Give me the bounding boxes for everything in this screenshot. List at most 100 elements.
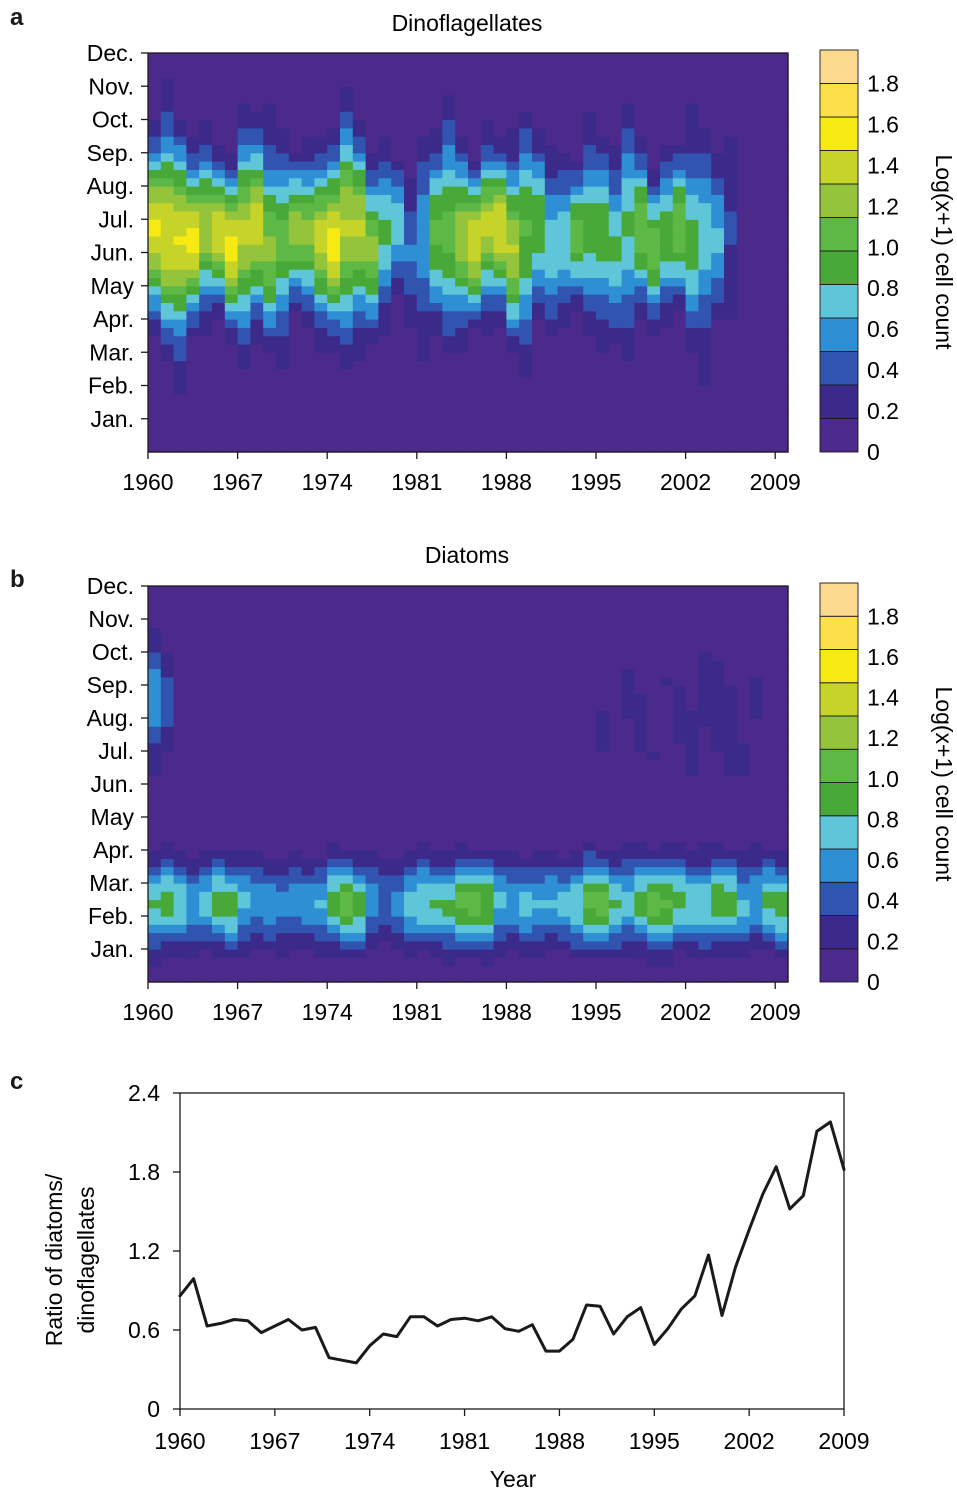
heatmap-cell — [775, 907, 789, 917]
heatmap-cell — [237, 643, 251, 653]
heatmap-cell — [775, 260, 789, 270]
heatmap-cell — [404, 957, 418, 967]
heatmap-cell — [493, 660, 507, 670]
heatmap-cell — [698, 294, 712, 303]
heatmap-cell — [711, 327, 725, 337]
heatmap-cell — [557, 907, 571, 917]
heatmap-cell — [493, 235, 507, 245]
heatmap-cell — [148, 102, 162, 112]
heatmap-cell — [429, 973, 443, 983]
heatmap-cell — [711, 186, 725, 195]
heatmap-cell — [199, 343, 213, 353]
heatmap-cell — [672, 734, 687, 744]
heatmap-cell — [186, 660, 200, 670]
heatmap-cell — [199, 751, 213, 760]
heatmap-cell — [672, 61, 687, 71]
heatmap-cell — [685, 841, 699, 851]
heatmap-cell — [596, 874, 610, 884]
heatmap-cell — [736, 685, 751, 694]
heatmap-cell — [263, 269, 277, 279]
heatmap-cell — [634, 210, 648, 220]
heatmap-cell — [775, 751, 789, 760]
heatmap-cell — [583, 660, 597, 670]
heatmap-cell — [685, 161, 699, 170]
heatmap-cell — [288, 269, 303, 279]
heatmap-cell — [736, 825, 751, 835]
heatmap-cell — [736, 965, 751, 975]
heatmap-cell — [557, 767, 571, 777]
heatmap-cell — [224, 726, 239, 736]
heatmap-cell — [596, 111, 610, 121]
heatmap-cell — [237, 393, 251, 403]
heatmap-cell — [365, 402, 379, 412]
heatmap-cell — [365, 759, 379, 769]
heatmap-cell — [544, 949, 559, 958]
heatmap-cell — [698, 443, 712, 453]
colorbar-swatch — [819, 284, 859, 319]
heatmap-cell — [775, 244, 789, 254]
heatmap-cell — [634, 169, 648, 179]
heatmap-cell — [314, 277, 328, 287]
heatmap-cell — [404, 177, 418, 187]
heatmap-cell — [608, 177, 623, 187]
heatmap-cell — [775, 825, 789, 835]
heatmap-cell — [519, 850, 533, 859]
heatmap-cell — [442, 841, 456, 851]
heatmap-cell — [480, 61, 495, 71]
heatmap-cell — [608, 685, 623, 694]
heatmap-cell — [314, 418, 328, 428]
heatmap-cell — [378, 693, 392, 703]
year-tick-label: 1981 — [391, 469, 442, 495]
heatmap-cell — [442, 800, 456, 810]
heatmap-cell — [698, 833, 712, 843]
heatmap-cell — [455, 784, 469, 793]
heatmap-cell — [711, 668, 725, 678]
heatmap-cell — [685, 119, 699, 129]
heatmap-cell — [404, 327, 418, 337]
heatmap-cell — [532, 443, 546, 453]
heatmap-cell — [455, 685, 469, 694]
heatmap-cell — [263, 610, 277, 620]
heatmap-cell — [288, 327, 303, 337]
heatmap-cell — [698, 169, 712, 179]
heatmap-cell — [660, 891, 674, 901]
heatmap-cell — [404, 701, 418, 711]
colorbar-tick-label: 0.6 — [867, 847, 899, 873]
heatmap-cell — [698, 368, 712, 378]
heatmap-cell — [544, 899, 559, 909]
heatmap-cell — [212, 751, 226, 760]
heatmap-cell — [544, 418, 559, 428]
heatmap-cell — [212, 742, 226, 752]
heatmap-cell — [698, 119, 712, 129]
heatmap-cell — [250, 69, 264, 79]
heatmap-cell — [340, 833, 354, 843]
heatmap-cell — [352, 210, 367, 220]
heatmap-cell — [468, 866, 482, 876]
heatmap-cell — [621, 177, 635, 187]
heatmap-cell — [391, 817, 405, 826]
heatmap-cell — [429, 219, 443, 229]
heatmap-cell — [660, 69, 674, 79]
heatmap-cell — [596, 916, 610, 925]
heatmap-cell — [775, 734, 789, 744]
heatmap-cell — [404, 751, 418, 760]
heatmap-cell — [647, 352, 661, 362]
heatmap-cell — [327, 202, 341, 212]
heatmap-cell — [621, 693, 635, 703]
heatmap-cell — [519, 443, 533, 453]
heatmap-cell — [212, 161, 226, 170]
heatmap-cell — [519, 709, 533, 719]
heatmap-cell — [583, 169, 597, 179]
heatmap-cell — [647, 260, 661, 270]
heatmap-cell — [775, 327, 789, 337]
heatmap-cell — [199, 194, 213, 204]
heatmap-cell — [544, 660, 559, 670]
heatmap-cell — [224, 957, 239, 967]
heatmap-cell — [276, 435, 290, 445]
heatmap-cell — [391, 61, 405, 71]
heatmap-cell — [749, 377, 763, 387]
heatmap-cell — [660, 949, 674, 958]
heatmap-cell — [442, 53, 456, 62]
heatmap-cell — [724, 891, 738, 901]
heatmap-cell — [186, 402, 200, 412]
